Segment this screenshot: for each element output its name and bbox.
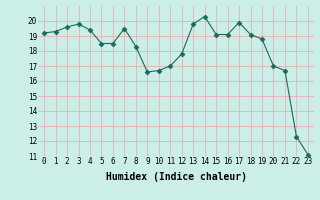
X-axis label: Humidex (Indice chaleur): Humidex (Indice chaleur) bbox=[106, 172, 246, 182]
